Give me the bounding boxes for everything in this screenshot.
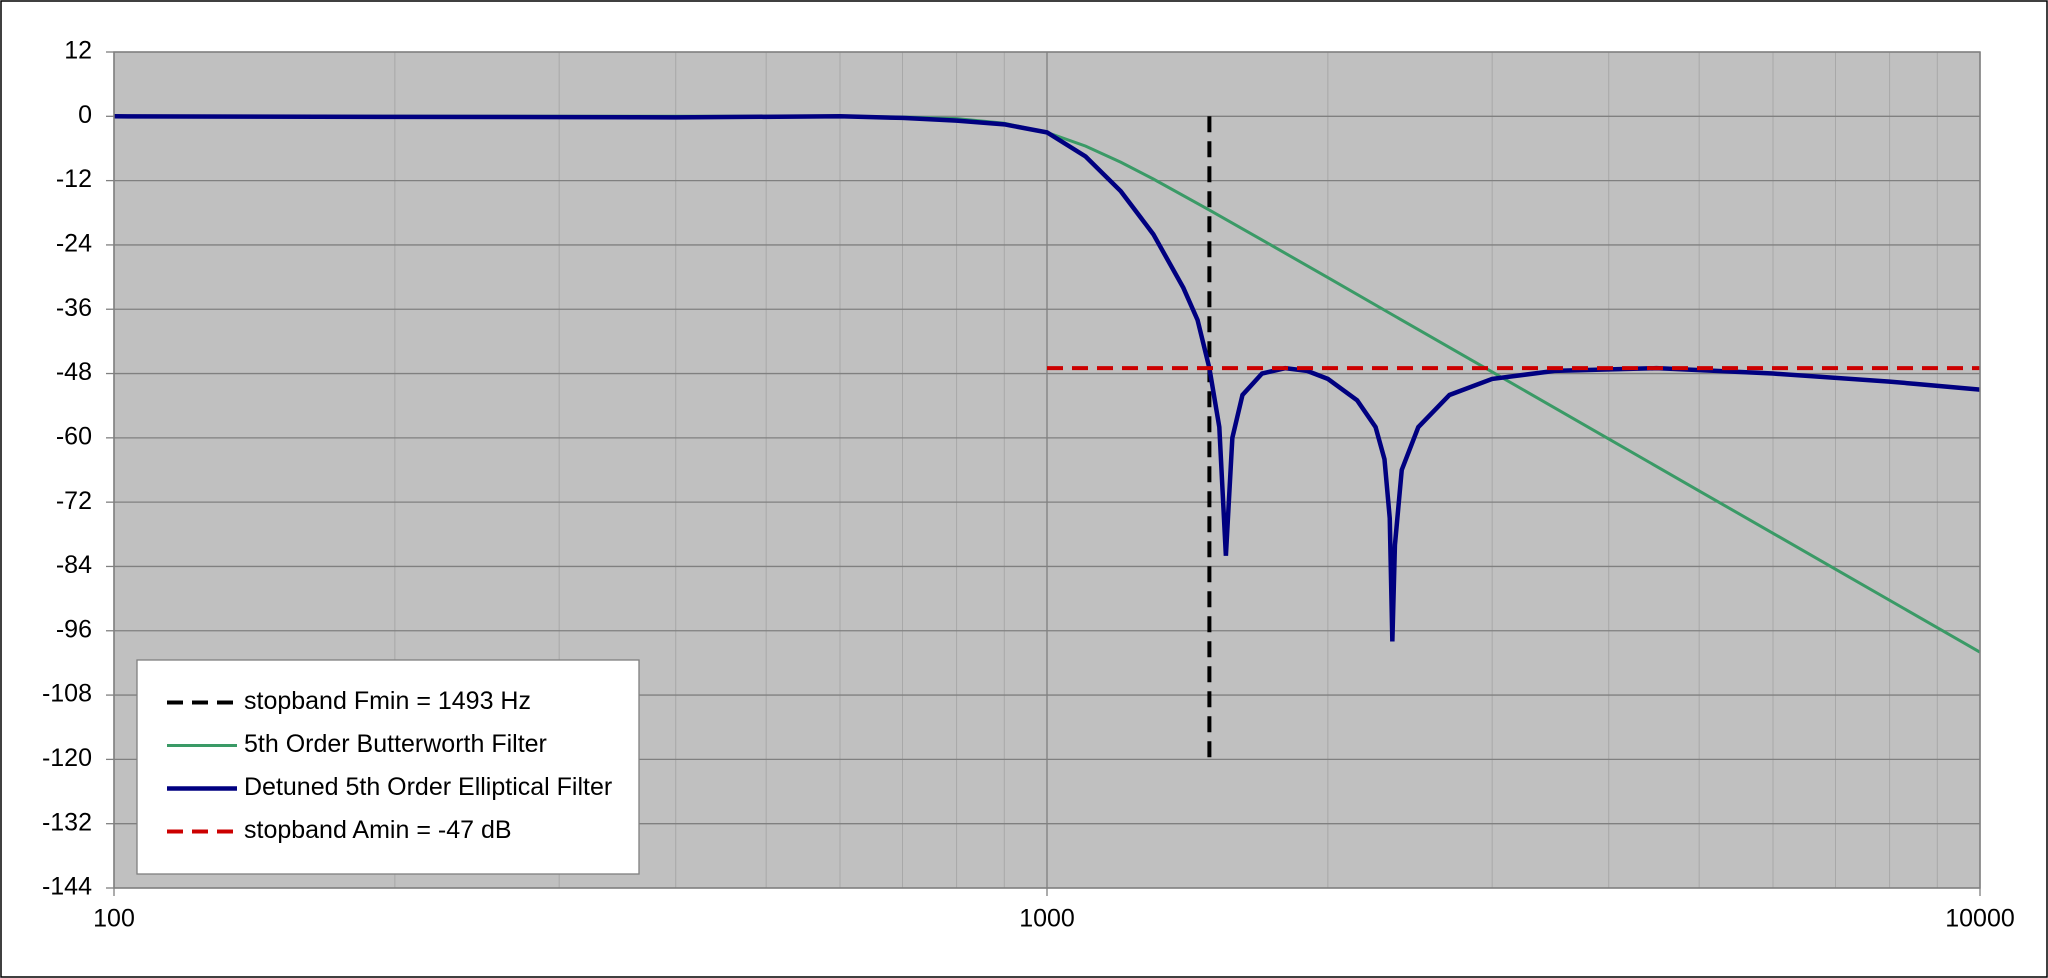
y-tick-label: 0 xyxy=(78,101,92,129)
y-tick-label: -108 xyxy=(42,680,92,708)
y-tick-label: -96 xyxy=(56,615,92,643)
y-tick-label: -12 xyxy=(56,165,92,193)
legend: stopband Fmin = 1493 Hz 5th Order Butterw… xyxy=(136,659,640,875)
y-tick-label: -36 xyxy=(56,294,92,322)
lines xyxy=(113,114,1981,760)
legend-box xyxy=(136,659,640,875)
y-tick-label: -144 xyxy=(42,873,92,901)
y-tick-label: 12 xyxy=(64,37,92,65)
legend-label: stopband Fmin = 1493 Hz xyxy=(244,687,531,715)
series-line xyxy=(113,114,1981,642)
y-tick-label: -24 xyxy=(56,230,92,258)
y-tick-label: -48 xyxy=(56,358,92,386)
y-tick-label: -72 xyxy=(56,487,92,515)
grid xyxy=(106,51,1981,896)
legend-label: stopband Amin = -47 dB xyxy=(244,816,512,844)
legend-label: 5th Order Butterworth Filter xyxy=(244,730,547,758)
y-tick-label: -84 xyxy=(56,551,92,579)
legend-label: Detuned 5th Order Elliptical Filter xyxy=(244,773,612,801)
y-tick-label: -132 xyxy=(42,808,92,836)
x-tick-label: 100 xyxy=(93,905,135,933)
y-tick-label: -60 xyxy=(56,422,92,450)
x-tick-label: 1000 xyxy=(1019,905,1075,933)
plot-border xyxy=(113,51,1981,889)
x-tick-label: 10000 xyxy=(1945,905,2015,933)
y-tick-label: -120 xyxy=(42,744,92,772)
